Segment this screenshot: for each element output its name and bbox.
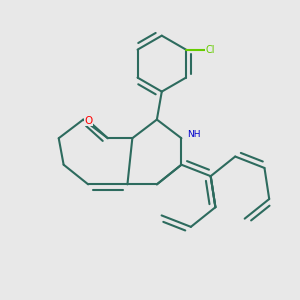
Text: NH: NH [188,130,201,139]
Text: O: O [84,116,92,126]
Text: Cl: Cl [206,45,215,55]
